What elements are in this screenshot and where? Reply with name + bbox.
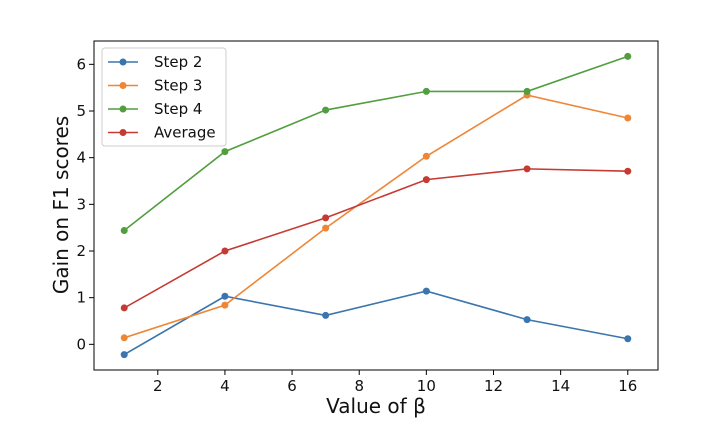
y-axis-ticks: 0 1 2 3 4 5 6: [76, 55, 94, 353]
x-tick-label: 14: [551, 377, 570, 395]
legend: Step 2 Step 3 Step 4 Average: [101, 47, 227, 147]
y-axis-title: Gain on F1 scores: [49, 116, 73, 294]
y-tick-label: 4: [76, 149, 86, 167]
x-tick-label: 12: [484, 377, 503, 395]
legend-label-step-2: Step 2: [154, 53, 202, 71]
data-point-step-4: [523, 87, 531, 95]
series-line-step-2: [123, 290, 628, 356]
data-point-step-2: [322, 311, 330, 319]
plot-frame: [93, 40, 659, 371]
series-line-step-3: [123, 94, 628, 339]
data-point-step-4: [624, 52, 632, 60]
data-point-step-3: [221, 301, 229, 309]
x-tick-label: 8: [354, 377, 364, 395]
x-axis-title: Value of β: [326, 394, 426, 418]
y-tick-label: 1: [76, 289, 86, 307]
x-tick-label: 4: [220, 377, 230, 395]
legend-marker-step-2: [119, 58, 127, 66]
legend-label-average: Average: [154, 124, 216, 142]
data-point-average: [120, 304, 128, 312]
data-point-step-3: [120, 334, 128, 342]
y-tick-label: 6: [76, 55, 86, 73]
data-point-average: [221, 247, 229, 255]
data-point-step-2: [221, 292, 229, 300]
data-point-average: [422, 176, 430, 184]
x-axis-ticks: 2 4 6 8 10 12 14 16: [153, 370, 637, 395]
data-point-step-3: [422, 152, 430, 160]
data-point-step-2: [523, 316, 531, 324]
legend-marker-step-3: [119, 82, 127, 89]
series-layer: [120, 52, 632, 359]
legend-label-step-3: Step 3: [154, 77, 202, 95]
y-tick-label: 2: [76, 242, 86, 260]
legend-box: [101, 47, 227, 147]
data-point-step-2: [624, 335, 632, 343]
data-point-step-3: [322, 224, 330, 232]
data-point-step-2: [422, 287, 430, 295]
series-line-average: [123, 168, 628, 309]
legend-marker-average: [119, 129, 127, 136]
data-point-step-4: [322, 106, 330, 114]
data-point-average: [523, 165, 531, 173]
data-point-step-2: [120, 351, 128, 359]
data-point-average: [322, 214, 330, 222]
series-line-step-4: [123, 55, 629, 232]
x-tick-label: 6: [287, 377, 297, 395]
y-tick-label: 0: [76, 335, 86, 353]
data-point-step-4: [422, 87, 430, 95]
x-tick-label: 2: [153, 377, 163, 395]
y-tick-label: 5: [76, 102, 86, 120]
data-point-average: [624, 167, 632, 175]
x-tick-label: 10: [417, 377, 436, 395]
x-tick-label: 16: [618, 377, 637, 395]
legend-label-step-4: Step 4: [154, 100, 202, 118]
legend-marker-step-4: [119, 105, 127, 113]
data-point-step-3: [624, 114, 632, 122]
data-point-step-4: [221, 148, 229, 156]
y-tick-label: 3: [76, 195, 86, 213]
data-point-step-4: [120, 226, 128, 234]
